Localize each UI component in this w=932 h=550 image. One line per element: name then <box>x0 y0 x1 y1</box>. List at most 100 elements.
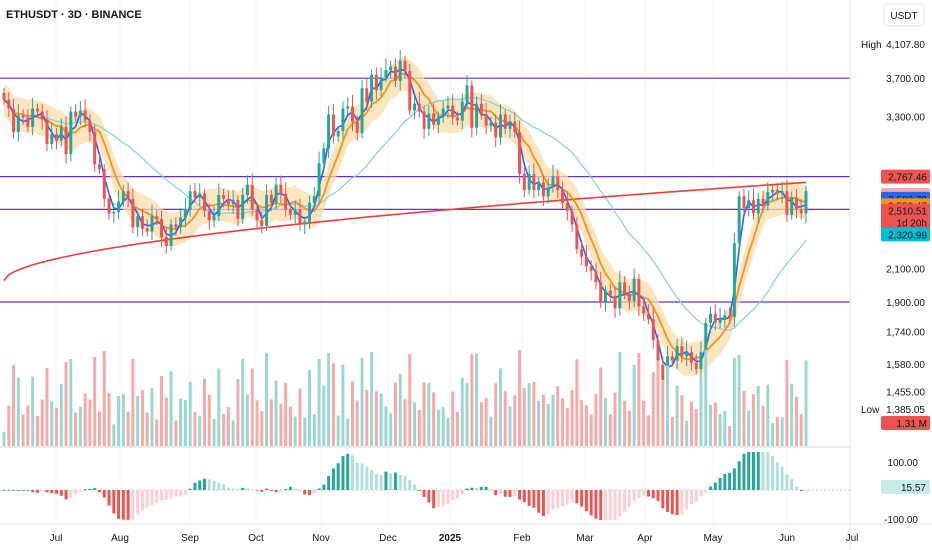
candle-body <box>231 200 235 205</box>
volume-bar <box>389 413 393 446</box>
candle <box>16 103 20 142</box>
candle-body <box>222 194 226 199</box>
volume-bar <box>35 416 39 446</box>
macd-bar <box>790 479 794 490</box>
candle-body <box>298 209 302 225</box>
volume-bar <box>508 406 512 446</box>
macd-bar <box>532 490 536 508</box>
volume-bar <box>269 399 273 446</box>
volume-bar <box>670 416 674 446</box>
volume-bar <box>255 400 259 446</box>
candle-body <box>694 362 698 370</box>
candle-body <box>203 193 206 211</box>
volume-bar <box>689 401 693 446</box>
price-axis[interactable]: 3,700.00 3,300.00 2,100.00 1,900.00 1,740.00… <box>855 36 930 417</box>
macd-bar <box>193 482 197 490</box>
candle-body <box>436 116 440 125</box>
candle <box>284 182 288 217</box>
volume-bar <box>699 376 703 446</box>
volume-bar <box>728 426 732 446</box>
candle-body <box>140 216 144 229</box>
macd-bar <box>718 477 722 490</box>
volume-bar <box>794 396 798 446</box>
candle <box>384 58 388 83</box>
macd-bar <box>336 463 340 490</box>
candle <box>623 276 627 300</box>
macd-bar <box>584 490 588 512</box>
macd-bar <box>646 490 650 497</box>
ma-teal-line <box>3 96 807 331</box>
candle-body <box>341 108 345 132</box>
macd-bar <box>737 461 741 490</box>
volume-bars <box>2 350 808 446</box>
macd-bar <box>298 489 302 491</box>
macd-bar <box>212 481 216 490</box>
candle-body <box>308 202 312 222</box>
candle <box>327 106 331 159</box>
volume-bar <box>546 403 550 446</box>
macd-bar <box>370 470 374 490</box>
volume-bar <box>718 413 722 446</box>
candle <box>503 109 507 134</box>
volume-bar <box>7 405 11 446</box>
candle-body <box>260 220 264 226</box>
candle <box>331 104 335 144</box>
volume-bar <box>460 377 464 446</box>
moving-averages <box>3 68 807 368</box>
candle <box>799 198 803 220</box>
candle <box>102 164 106 208</box>
macd-bar <box>747 452 751 490</box>
candle-body <box>589 266 593 271</box>
macd-bar <box>451 490 455 501</box>
candle <box>451 93 455 125</box>
stat-bg <box>855 401 930 417</box>
candle-body <box>484 114 488 126</box>
macd-bar <box>589 490 593 516</box>
macd-bar <box>752 452 755 490</box>
volume-bar <box>203 378 206 446</box>
volume-bar <box>651 372 655 446</box>
macd-tick-label: -100.00 <box>884 515 918 526</box>
candle <box>50 122 54 150</box>
macd-bar <box>460 490 464 495</box>
candle <box>551 164 555 193</box>
candle-body <box>55 134 58 141</box>
macd-bar <box>327 475 331 490</box>
time-axis[interactable]: Jul Aug Sep Oct Nov Dec 2025 Feb Mar Apr May Jun Jul <box>50 533 859 544</box>
candle <box>203 188 206 217</box>
volume-bar <box>160 376 164 446</box>
stat-bg <box>855 36 930 52</box>
volume-bar <box>346 418 350 446</box>
macd-bar <box>570 490 574 503</box>
macd-bar <box>21 490 25 491</box>
candle-body <box>732 243 736 318</box>
macd-bar <box>59 490 63 496</box>
macd-bar <box>675 490 679 516</box>
macd-bar <box>93 488 97 490</box>
candle <box>804 186 808 224</box>
candle-body <box>408 71 412 111</box>
candle <box>336 126 340 142</box>
candle-body <box>121 191 125 202</box>
macd-bar <box>699 490 703 497</box>
candle-body <box>250 184 254 210</box>
macd-bar <box>160 490 164 501</box>
candle <box>766 181 770 211</box>
candle <box>618 270 622 316</box>
volume-bar <box>327 353 331 446</box>
candle-body <box>236 200 240 219</box>
volume-bar <box>637 353 641 446</box>
candle-body <box>794 197 798 210</box>
candle <box>742 189 746 214</box>
volume-bar <box>785 359 789 446</box>
candle-body <box>322 148 326 164</box>
badge-box <box>881 203 930 230</box>
candle-body <box>207 210 211 221</box>
candle <box>250 173 254 216</box>
macd-bar <box>112 490 116 514</box>
currency-button[interactable]: USDT <box>890 11 917 22</box>
candle-body <box>69 111 73 155</box>
macd-bar <box>470 487 474 490</box>
candle <box>713 304 717 331</box>
